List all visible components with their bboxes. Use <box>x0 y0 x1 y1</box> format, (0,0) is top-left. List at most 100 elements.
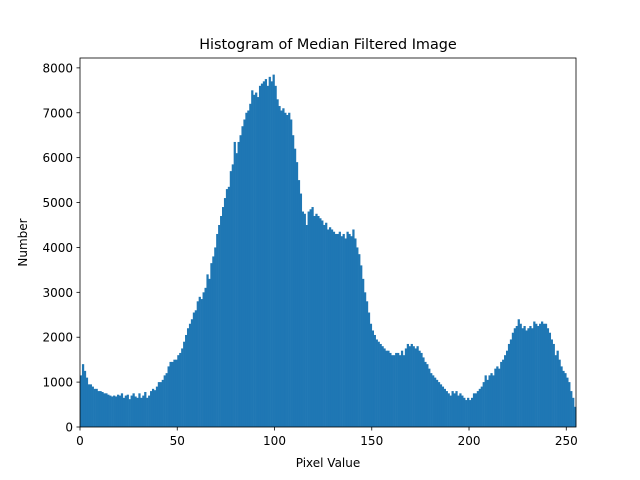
bar <box>346 231 349 427</box>
bar <box>286 115 289 427</box>
bar <box>362 278 365 427</box>
bar <box>212 256 215 427</box>
bar <box>186 328 190 427</box>
bar <box>451 391 454 427</box>
bar <box>424 361 427 427</box>
x-tick-label: 250 <box>555 434 578 448</box>
bar <box>383 348 386 427</box>
bar <box>338 231 341 427</box>
bar <box>292 135 295 428</box>
bar <box>99 391 102 427</box>
bar <box>416 346 419 427</box>
bar <box>325 222 328 427</box>
y-tick-label: 8000 <box>42 61 73 75</box>
bar <box>484 375 487 427</box>
bar <box>159 382 162 427</box>
bar <box>128 399 131 427</box>
bar <box>270 81 273 427</box>
bar <box>107 394 110 427</box>
bar <box>486 379 489 427</box>
bar <box>134 396 137 427</box>
bar <box>435 379 439 427</box>
bar <box>249 103 252 427</box>
bar <box>223 198 227 427</box>
bar <box>327 229 330 427</box>
bar <box>173 359 176 427</box>
y-tick-label: 5000 <box>42 196 73 210</box>
bar <box>161 379 164 427</box>
bar <box>498 368 501 427</box>
bar <box>426 364 429 427</box>
bar <box>262 81 266 427</box>
bar <box>124 395 127 427</box>
bar <box>111 396 114 427</box>
bar <box>101 391 104 427</box>
bar <box>527 328 530 427</box>
bar <box>478 388 481 427</box>
bar <box>410 343 413 427</box>
bar <box>253 94 256 428</box>
bar <box>268 76 271 428</box>
bar <box>404 348 408 427</box>
bar <box>517 319 520 427</box>
bar <box>192 312 196 427</box>
bar <box>255 92 258 427</box>
bar <box>400 350 404 427</box>
bar <box>461 395 464 427</box>
y-tick-label: 6000 <box>42 151 73 165</box>
bar <box>87 384 91 427</box>
bar <box>513 328 517 427</box>
bar <box>397 352 400 427</box>
bar <box>274 85 277 427</box>
bar <box>408 346 411 427</box>
bar <box>299 193 303 427</box>
bar <box>469 400 472 427</box>
x-tick-label: 0 <box>76 434 84 448</box>
bar <box>511 332 515 427</box>
bar <box>434 377 437 427</box>
bar <box>313 216 316 427</box>
x-tick-label: 200 <box>458 434 481 448</box>
y-tick-label: 3000 <box>42 286 73 300</box>
bar <box>422 357 425 427</box>
bar <box>492 375 495 427</box>
bar <box>490 373 493 427</box>
bar <box>280 110 283 427</box>
bar <box>97 391 100 427</box>
bar <box>169 361 172 427</box>
bar <box>354 238 357 427</box>
bar <box>196 301 199 427</box>
bar <box>412 346 415 427</box>
x-tick-label: 100 <box>263 434 286 448</box>
bar <box>301 211 304 427</box>
y-axis-label: Number <box>16 218 30 266</box>
bar <box>328 227 332 427</box>
bar <box>548 332 552 427</box>
bar <box>387 350 390 427</box>
bar <box>488 375 491 427</box>
bar <box>437 382 441 427</box>
bar <box>155 386 159 427</box>
bar <box>202 292 205 427</box>
bar <box>229 171 233 427</box>
bar <box>342 233 345 427</box>
bar <box>323 224 326 427</box>
bar <box>317 216 320 427</box>
bar <box>136 397 139 427</box>
bar <box>365 301 369 427</box>
bar <box>276 99 279 428</box>
bar <box>515 325 518 427</box>
bar <box>393 355 396 427</box>
bar <box>83 370 87 427</box>
bar <box>95 388 98 427</box>
bar <box>319 218 322 427</box>
bar <box>467 397 470 427</box>
bar <box>465 400 468 427</box>
bar <box>140 397 143 427</box>
bar <box>321 220 324 427</box>
bar <box>505 350 509 427</box>
bar <box>225 189 229 427</box>
bar <box>293 148 297 427</box>
bar <box>554 355 557 427</box>
bar <box>550 339 553 427</box>
